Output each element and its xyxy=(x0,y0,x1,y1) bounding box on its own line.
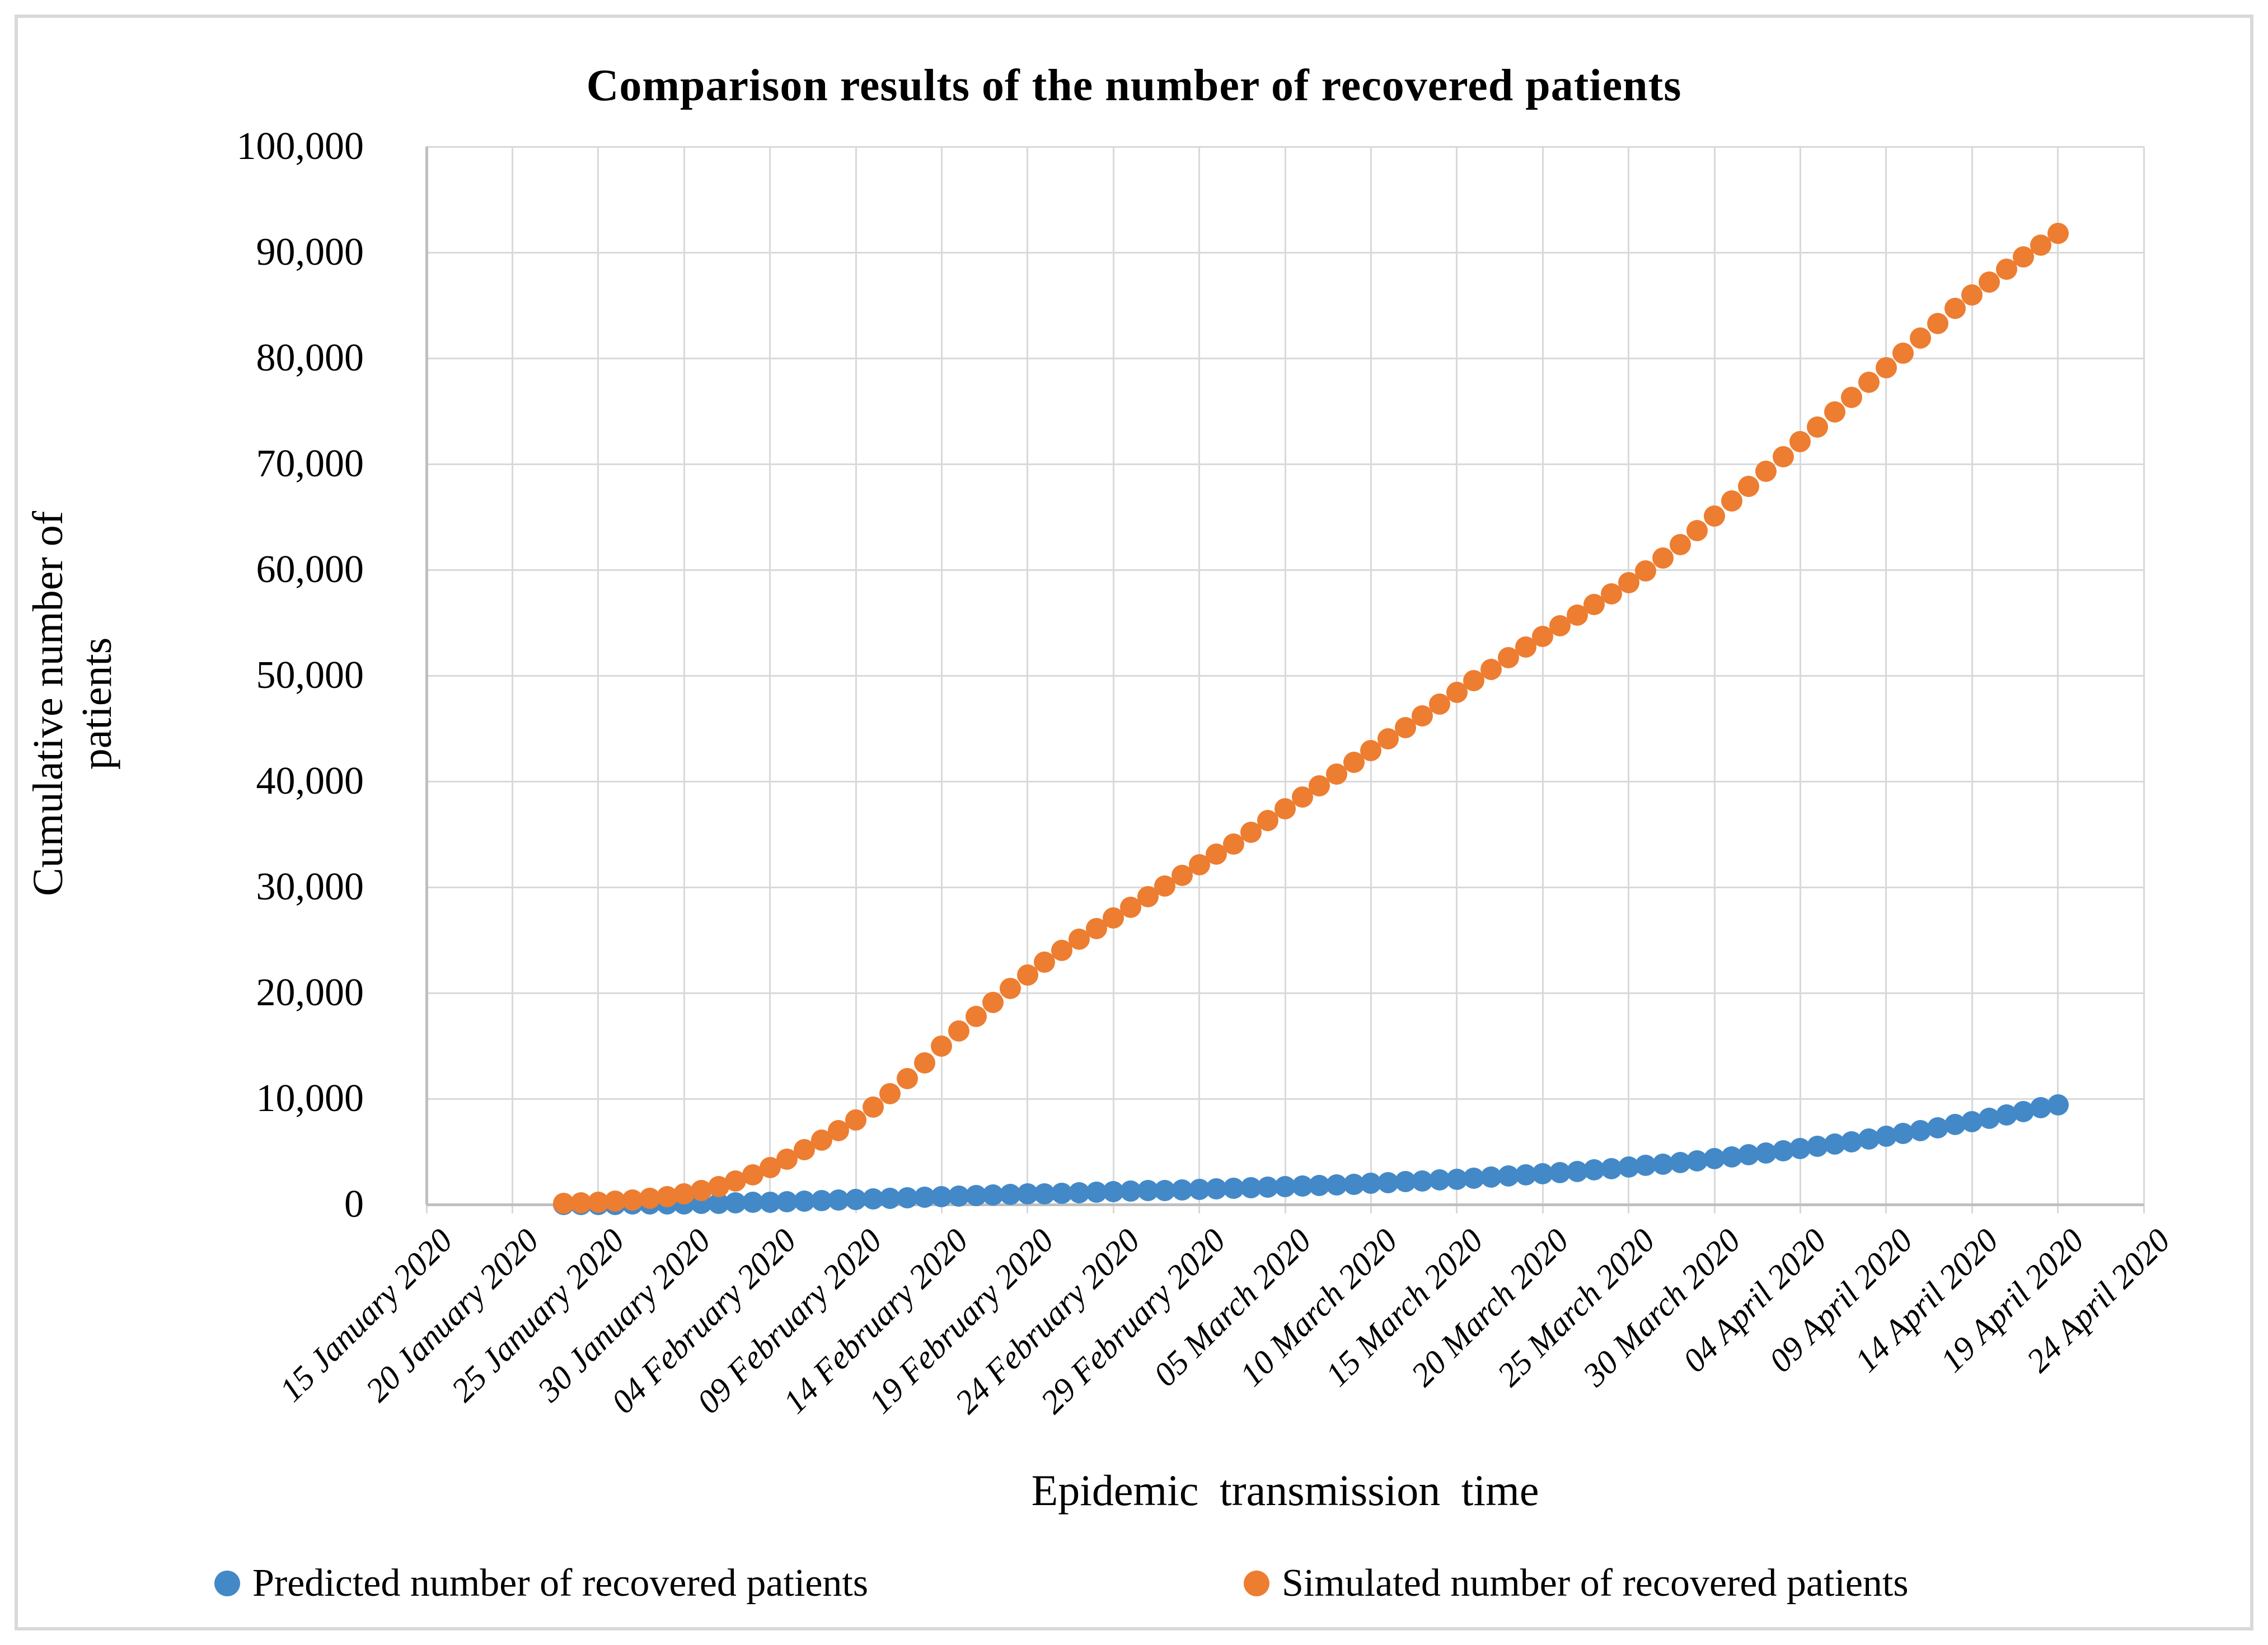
data-point-simulated xyxy=(1326,763,1348,785)
data-point-simulated xyxy=(1635,560,1657,582)
data-point-simulated xyxy=(845,1109,866,1131)
data-point-simulated xyxy=(1016,964,1038,986)
v-gridline xyxy=(597,147,599,1213)
y-tick-label: 40,000 xyxy=(256,760,364,803)
data-point-simulated xyxy=(1789,431,1811,453)
data-point-simulated xyxy=(1824,401,1845,423)
data-point-simulated xyxy=(2047,222,2069,244)
legend-label: Predicted number of recovered patients xyxy=(252,1562,869,1605)
data-point-predicted xyxy=(2047,1094,2069,1116)
predicted-series-marker-icon xyxy=(214,1571,240,1596)
y-tick-label: 10,000 xyxy=(256,1077,364,1120)
y-tick-label: 70,000 xyxy=(256,442,364,485)
v-gridline xyxy=(2143,147,2145,1213)
simulated-series-marker-icon xyxy=(1244,1571,1269,1596)
data-point-simulated xyxy=(913,1052,935,1074)
data-point-simulated xyxy=(1944,298,1966,320)
y-tick-label: 90,000 xyxy=(256,231,364,274)
data-point-simulated xyxy=(1995,259,2017,280)
data-point-simulated xyxy=(1652,547,1674,569)
data-point-simulated xyxy=(965,1005,987,1027)
data-point-simulated xyxy=(1721,490,1742,512)
x-axis-line xyxy=(427,1203,2144,1206)
data-point-simulated xyxy=(1222,833,1244,855)
data-point-simulated xyxy=(1600,583,1622,605)
v-gridline xyxy=(940,147,943,1213)
data-point-simulated xyxy=(897,1068,919,1090)
figure-border xyxy=(15,15,2253,1630)
y-tick-label: 100,000 xyxy=(236,125,364,168)
y-tick-label: 20,000 xyxy=(256,971,364,1014)
v-gridline xyxy=(1628,147,1630,1213)
legend-label: Simulated number of recovered patients xyxy=(1282,1562,1909,1605)
data-point-simulated xyxy=(1738,475,1760,497)
v-gridline xyxy=(1198,147,1201,1213)
v-gridline xyxy=(1284,147,1286,1213)
y-tick-label: 0 xyxy=(344,1183,364,1226)
data-point-simulated xyxy=(1875,357,1897,378)
data-point-simulated xyxy=(1961,284,1983,306)
legend-item-predicted: Predicted number of recovered patients xyxy=(214,1564,868,1603)
v-gridline xyxy=(511,147,513,1213)
data-point-simulated xyxy=(1807,416,1829,438)
x-axis-title: Epidemic transmission time xyxy=(1031,1466,1539,1515)
v-gridline xyxy=(1370,147,1372,1213)
data-point-simulated xyxy=(1704,505,1725,527)
v-gridline xyxy=(1799,147,1801,1213)
v-gridline xyxy=(1112,147,1114,1213)
v-gridline xyxy=(1971,147,1973,1213)
v-gridline xyxy=(683,147,685,1213)
v-gridline xyxy=(1885,147,1887,1213)
y-tick-label: 60,000 xyxy=(256,548,364,591)
data-point-simulated xyxy=(931,1035,953,1057)
data-point-simulated xyxy=(879,1082,901,1104)
data-point-simulated xyxy=(1772,446,1794,467)
v-gridline xyxy=(855,147,857,1213)
v-gridline xyxy=(1456,147,1458,1213)
v-gridline xyxy=(1713,147,1716,1213)
legend-item-simulated: Simulated number of recovered patients xyxy=(1244,1564,1909,1603)
y-axis-line xyxy=(425,147,428,1205)
y-tick-label: 50,000 xyxy=(256,654,364,697)
data-point-simulated xyxy=(1274,798,1296,820)
data-point-simulated xyxy=(982,992,1004,1013)
data-point-simulated xyxy=(1910,327,1932,349)
data-point-simulated xyxy=(1755,461,1777,482)
data-point-simulated xyxy=(1669,533,1691,555)
v-gridline xyxy=(2057,147,2059,1213)
y-tick-label: 30,000 xyxy=(256,865,364,908)
v-gridline xyxy=(1027,147,1029,1213)
y-tick-label: 80,000 xyxy=(256,336,364,379)
data-point-simulated xyxy=(1858,372,1880,393)
data-point-simulated xyxy=(1927,312,1948,334)
data-point-simulated xyxy=(1429,693,1451,715)
data-point-simulated xyxy=(2030,234,2051,256)
data-point-simulated xyxy=(1686,520,1708,542)
v-gridline xyxy=(1541,147,1544,1213)
data-point-simulated xyxy=(1978,271,2000,293)
data-point-simulated xyxy=(1000,978,1021,1000)
data-point-simulated xyxy=(948,1020,970,1042)
v-gridline xyxy=(769,147,771,1213)
chart-title: Comparison results of the number of reco… xyxy=(586,61,1682,110)
data-point-simulated xyxy=(1841,386,1863,408)
data-point-simulated xyxy=(862,1096,884,1118)
data-point-simulated xyxy=(1892,342,1914,364)
